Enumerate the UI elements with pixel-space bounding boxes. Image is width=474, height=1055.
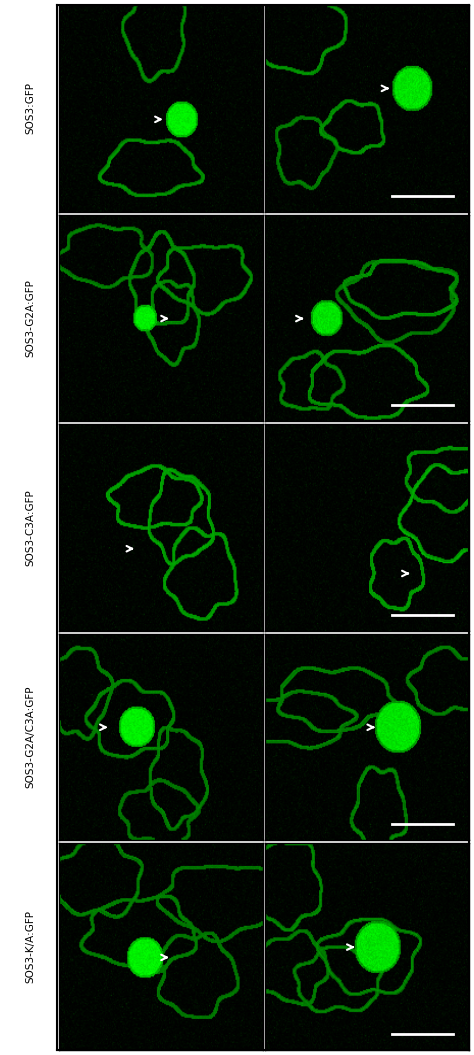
Text: SOS3-C3A:GFP: SOS3-C3A:GFP — [26, 490, 36, 565]
Text: SOS3-G2A/C3A:GFP: SOS3-G2A/C3A:GFP — [26, 686, 36, 788]
Text: SOS3-K/A:GFP: SOS3-K/A:GFP — [26, 910, 36, 983]
Text: SOS3-G2A:GFP: SOS3-G2A:GFP — [26, 279, 36, 357]
Text: SOS3:GFP: SOS3:GFP — [26, 82, 36, 134]
